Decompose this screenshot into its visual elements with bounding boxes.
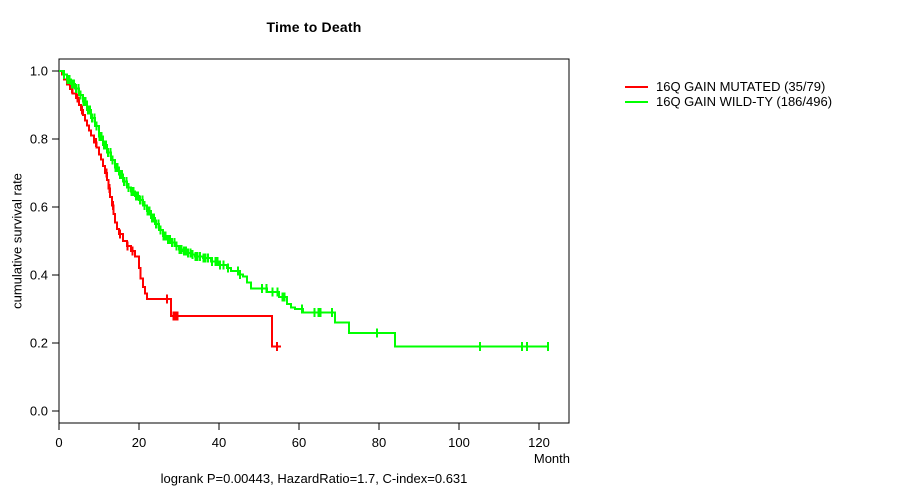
y-tick-label: 0.4 (30, 268, 48, 283)
x-tick-label: 0 (55, 435, 62, 450)
chart-title: Time to Death (266, 19, 362, 35)
plot-box (58, 58, 570, 424)
survival-curve-1 (59, 70, 549, 348)
x-tick-label: 40 (212, 435, 226, 450)
x-tick-label: 120 (528, 435, 550, 450)
x-axis-label: Month (533, 451, 570, 466)
legend-item: 16Q GAIN MUTATED (35/79) (625, 79, 832, 94)
x-tick-label: 60 (292, 435, 306, 450)
legend-item: 16Q GAIN WILD-TY (186/496) (625, 94, 832, 109)
stats-annotation: logrank P=0.00443, HazardRatio=1.7, C-in… (160, 471, 468, 486)
y-tick-label: 1.0 (30, 64, 48, 79)
legend-label-mutated: 16Q GAIN MUTATED (35/79) (656, 79, 826, 94)
y-tick-label: 0.2 (30, 336, 48, 351)
y-tick-label: 0.6 (30, 200, 48, 215)
y-tick-label: 0.8 (30, 132, 48, 147)
x-tick-label: 100 (448, 435, 470, 450)
legend-label-wildtype: 16Q GAIN WILD-TY (186/496) (656, 94, 833, 109)
x-tick-label: 80 (372, 435, 386, 450)
x-tick-label: 20 (132, 435, 146, 450)
y-tick-label: 0.0 (30, 404, 48, 419)
legend: 16Q GAIN MUTATED (35/79) 16Q GAIN WILD-T… (625, 79, 832, 109)
legend-line-swatch-wildtype (625, 100, 648, 103)
survival-curve-0 (59, 70, 281, 348)
legend-line-swatch-mutated (625, 85, 648, 88)
